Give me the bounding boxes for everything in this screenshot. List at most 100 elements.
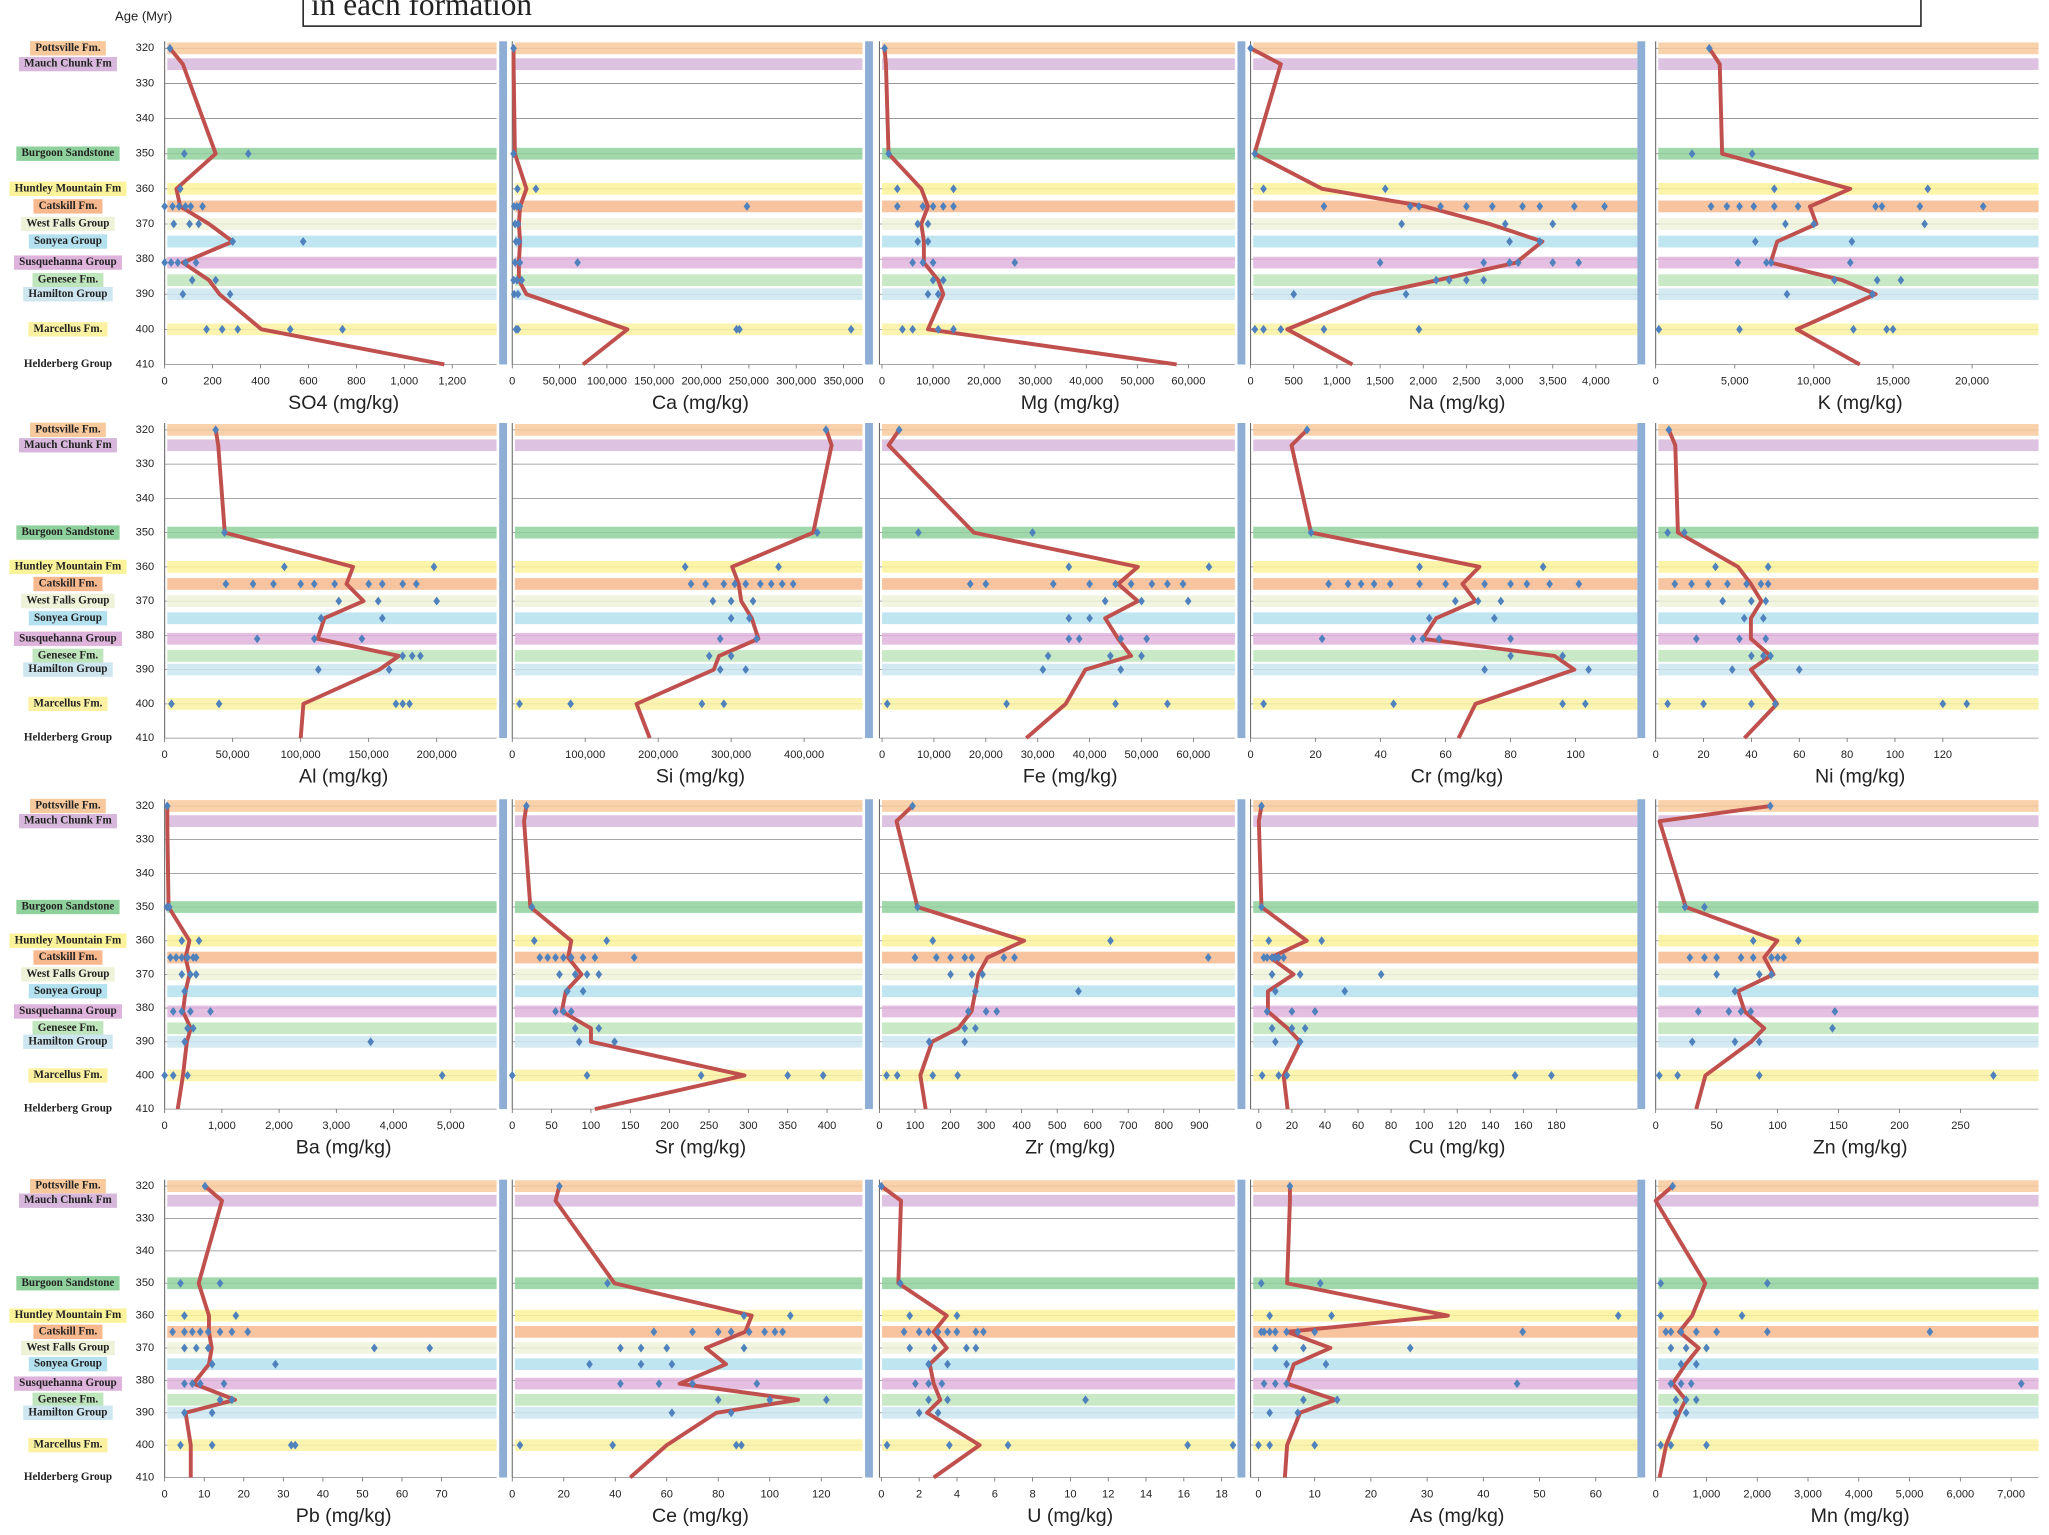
sample-point bbox=[1452, 596, 1459, 606]
sample-point bbox=[1713, 969, 1720, 979]
formation-label-box bbox=[32, 272, 104, 288]
y-tick-label: 400 bbox=[136, 1439, 155, 1451]
sample-point bbox=[1736, 201, 1743, 211]
x-axis-label: SO4 (mg/kg) bbox=[288, 392, 399, 414]
formation-band bbox=[1253, 1439, 1638, 1452]
sample-point bbox=[1507, 651, 1514, 661]
sample-point bbox=[934, 1408, 942, 1418]
formation-band bbox=[1253, 968, 1638, 981]
formation-label-box bbox=[30, 41, 106, 56]
sample-point bbox=[1333, 1395, 1341, 1405]
x-tick-label: 10 bbox=[1064, 1488, 1076, 1500]
formation-band bbox=[1253, 423, 1638, 436]
sample-point bbox=[1705, 43, 1713, 53]
formation-band bbox=[514, 1406, 863, 1419]
sample-point bbox=[1757, 579, 1765, 589]
formation-band bbox=[1253, 235, 1638, 248]
sample-point bbox=[176, 184, 184, 194]
sample-point bbox=[1445, 275, 1453, 285]
x-tick-label: 200 bbox=[1890, 1120, 1909, 1132]
x-tick-label: 40,000 bbox=[1073, 749, 1107, 761]
y-tick-label: 360 bbox=[136, 1310, 155, 1322]
mean-line bbox=[886, 428, 1140, 740]
sample-point bbox=[511, 258, 519, 268]
x-axis-label: Ce (mg/kg) bbox=[652, 1505, 749, 1527]
panel-separator bbox=[1637, 423, 1646, 739]
x-tick-label: 0 bbox=[1247, 749, 1253, 761]
sample-point bbox=[1290, 289, 1298, 299]
x-tick-label: 5,000 bbox=[437, 1120, 465, 1132]
formation-band bbox=[1253, 1035, 1638, 1048]
formation-band bbox=[882, 200, 1235, 213]
sample-point bbox=[1164, 699, 1171, 709]
x-tick-label: 10 bbox=[198, 1488, 210, 1500]
formation-label-box bbox=[28, 1357, 108, 1372]
sample-point bbox=[1664, 699, 1671, 709]
sample-point bbox=[560, 953, 567, 962]
x-tick-label: 40,000 bbox=[1069, 375, 1103, 387]
sample-point bbox=[1300, 1343, 1307, 1353]
sample-point bbox=[1260, 184, 1267, 194]
sample-point bbox=[1301, 1023, 1309, 1033]
formation-label: Mauch Chunk Fm bbox=[24, 1194, 112, 1206]
sample-point bbox=[1164, 579, 1171, 589]
sample-point bbox=[586, 1359, 593, 1369]
sample-point bbox=[175, 201, 183, 211]
sample-point bbox=[1294, 1327, 1302, 1337]
y-tick-label: 410 bbox=[136, 1471, 155, 1483]
sample-point bbox=[822, 425, 830, 435]
sample-point bbox=[1734, 258, 1742, 268]
sample-point bbox=[1667, 1440, 1675, 1450]
sample-point bbox=[714, 1327, 722, 1337]
sample-point bbox=[1328, 1311, 1335, 1321]
sample-point bbox=[1686, 953, 1694, 962]
sample-point bbox=[1376, 258, 1384, 268]
formation-band bbox=[167, 1325, 497, 1338]
formation-label-box bbox=[23, 662, 113, 677]
x-tick-label: 8 bbox=[1030, 1488, 1036, 1500]
sample-point bbox=[1889, 324, 1897, 334]
x-tick-label: 250,000 bbox=[729, 375, 769, 387]
sample-point bbox=[1713, 953, 1720, 962]
x-tick-label: 40 bbox=[1374, 749, 1386, 761]
sample-point bbox=[944, 1359, 951, 1369]
sample-point bbox=[1767, 258, 1775, 268]
y-tick-label: 320 bbox=[136, 1180, 155, 1192]
formation-band bbox=[167, 288, 497, 301]
formation-label-box bbox=[28, 984, 108, 999]
sample-point bbox=[787, 1311, 794, 1321]
formation-label: Helderberg Group bbox=[24, 358, 112, 370]
sample-point bbox=[591, 953, 599, 962]
sample-point bbox=[1549, 258, 1557, 268]
sample-point bbox=[668, 1408, 676, 1418]
formation-label-box bbox=[32, 1392, 104, 1408]
formation-band bbox=[882, 1035, 1235, 1048]
sample-point bbox=[1322, 1359, 1330, 1369]
sample-point bbox=[893, 184, 901, 194]
sample-point bbox=[819, 1070, 827, 1080]
formation-label: Marcellus Fm. bbox=[34, 1069, 103, 1081]
sample-point bbox=[1692, 1395, 1700, 1405]
sample-point bbox=[544, 953, 551, 962]
formation-label-box bbox=[21, 1340, 115, 1356]
x-tick-label: 70 bbox=[435, 1488, 447, 1500]
formation-band bbox=[882, 578, 1235, 590]
sample-point bbox=[1260, 699, 1267, 709]
x-tick-label: 1,000 bbox=[208, 1120, 236, 1132]
sample-point bbox=[1283, 1359, 1290, 1369]
formation-label: Genesee Fm. bbox=[38, 1022, 99, 1034]
sample-point bbox=[1810, 219, 1818, 229]
formation-band bbox=[1658, 1069, 2039, 1082]
y-tick-label: 330 bbox=[136, 834, 155, 846]
formation-band bbox=[1658, 439, 2039, 452]
sample-point bbox=[513, 275, 521, 285]
sample-point bbox=[1939, 699, 1947, 709]
mean-line bbox=[1282, 1186, 1450, 1478]
x-tick-label: 0 bbox=[876, 1120, 882, 1132]
panel-separator bbox=[1637, 1179, 1646, 1478]
formation-band bbox=[514, 439, 863, 452]
x-tick-label: 200 bbox=[941, 1120, 960, 1132]
sample-point bbox=[1582, 699, 1589, 709]
sample-point bbox=[1247, 43, 1254, 53]
sample-point bbox=[1260, 1379, 1268, 1389]
